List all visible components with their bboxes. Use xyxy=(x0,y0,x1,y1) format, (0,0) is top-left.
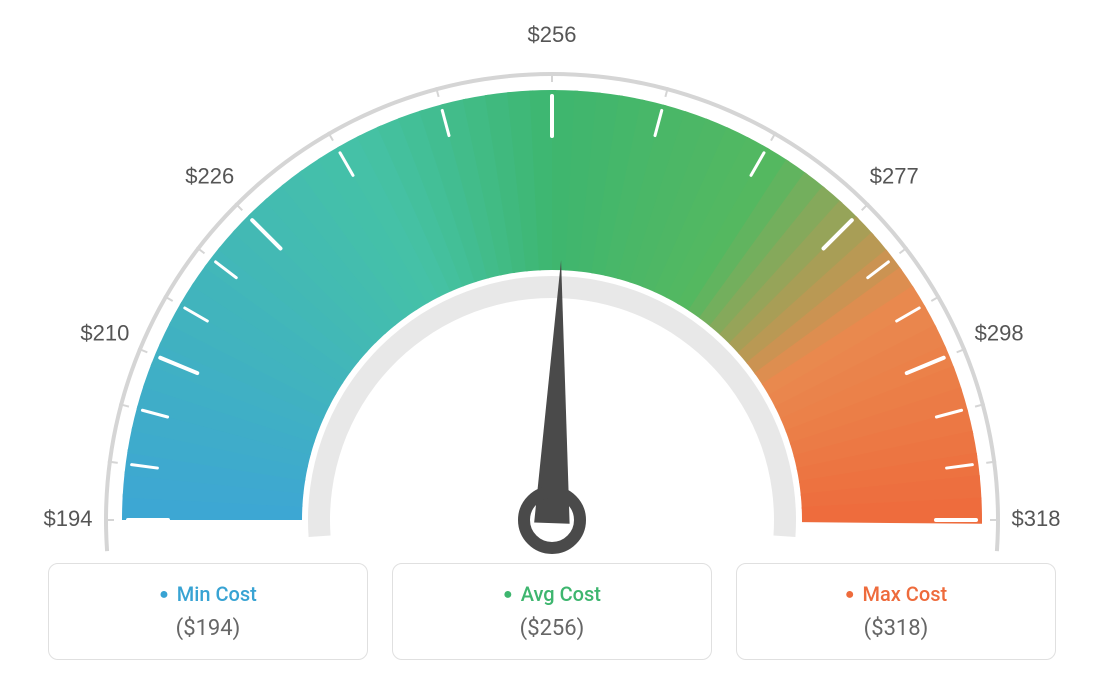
legend-card-min: Min Cost ($194) xyxy=(48,563,368,660)
gauge-tick-label: $256 xyxy=(528,22,577,47)
legend-avg-label: Avg Cost xyxy=(503,582,601,606)
gauge-tick-label: $194 xyxy=(44,506,93,531)
legend-max-value: ($318) xyxy=(737,616,1055,641)
legend-row: Min Cost ($194) Avg Cost ($256) Max Cost… xyxy=(0,563,1104,660)
gauge-tick-label: $226 xyxy=(185,164,234,189)
legend-card-avg: Avg Cost ($256) xyxy=(392,563,712,660)
legend-min-value: ($194) xyxy=(49,616,367,641)
gauge-tick-label: $298 xyxy=(975,321,1024,346)
legend-min-label: Min Cost xyxy=(159,582,257,606)
gauge-svg: $194 $210 $226 $256 $277 $298 $318 xyxy=(0,0,1104,560)
gauge-outer-tick xyxy=(108,462,118,463)
cost-gauge-chart: $194 $210 $226 $256 $277 $298 $318 xyxy=(0,0,1104,560)
legend-max-label: Max Cost xyxy=(845,582,947,606)
gauge-tick-label: $277 xyxy=(870,164,919,189)
gauge-tick-label: $318 xyxy=(1012,506,1061,531)
gauge-needle xyxy=(534,260,569,524)
gauge-tick-label: $210 xyxy=(80,321,129,346)
legend-avg-value: ($256) xyxy=(393,616,711,641)
legend-card-max: Max Cost ($318) xyxy=(736,563,1056,660)
gauge-outer-tick xyxy=(986,462,996,463)
